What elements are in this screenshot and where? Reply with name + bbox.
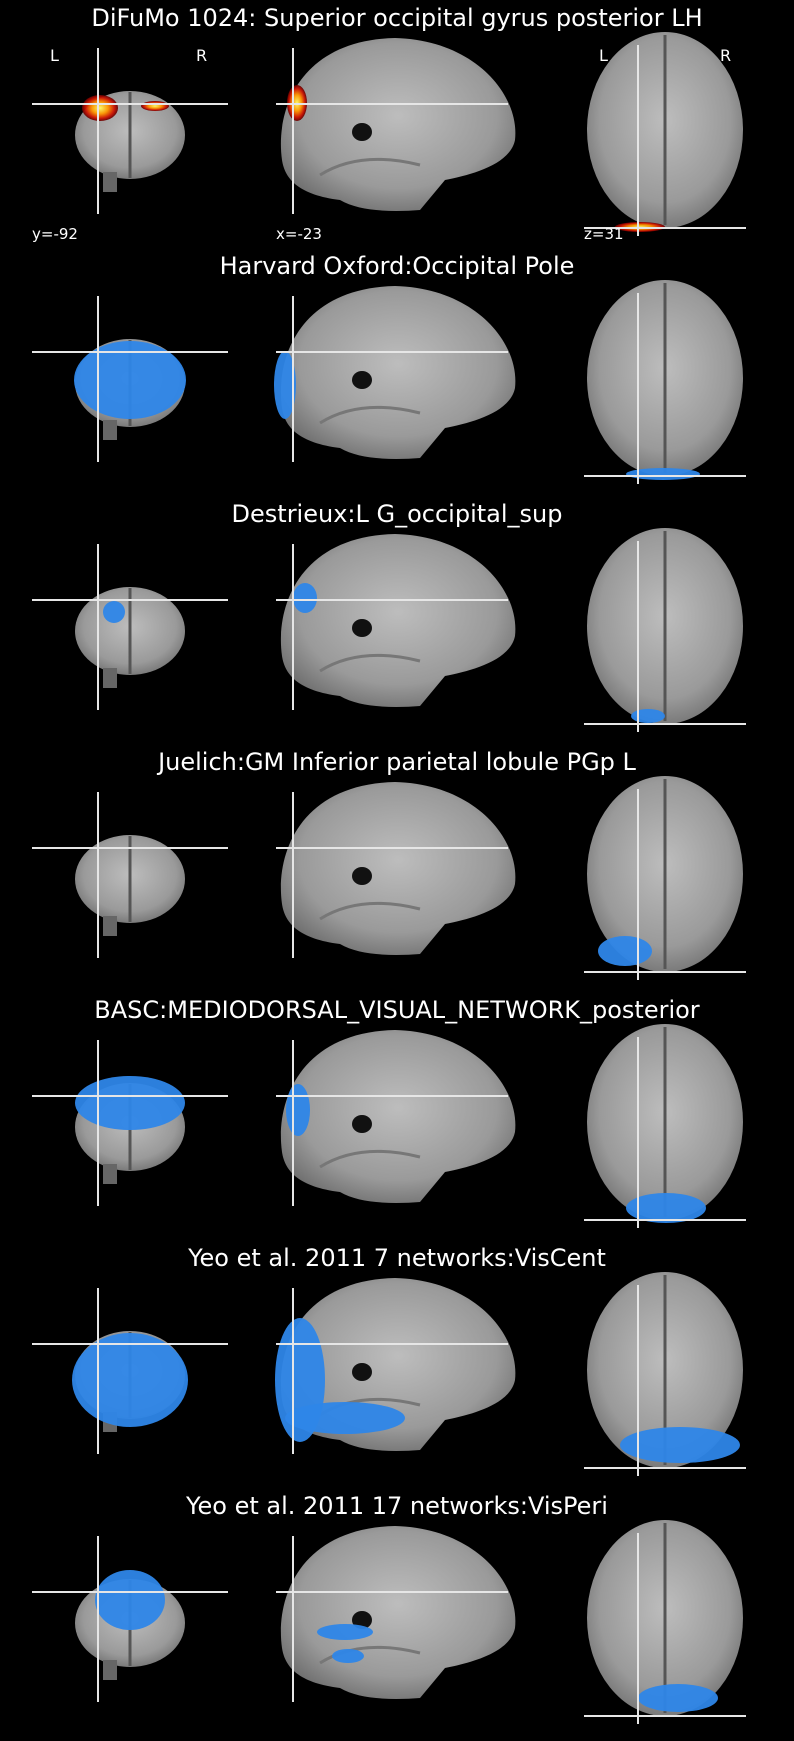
panel-title: Destrieux:L G_occipital_sup: [231, 500, 563, 528]
sagittal-slice: [280, 1030, 516, 1203]
panel-title: Yeo et al. 2011 7 networks:VisCent: [188, 1244, 606, 1272]
sagittal-brain: [280, 1030, 516, 1203]
sagittal-slice: [280, 38, 516, 211]
sagittal-ventricle: [352, 867, 372, 885]
sagittal-ventricle: [352, 123, 372, 141]
sagittal-overlay: [285, 1402, 405, 1434]
sagittal-ventricle: [352, 1115, 372, 1133]
sagittal-overlay: [332, 1649, 364, 1663]
left-orientation-label-axial: L: [599, 46, 608, 65]
panel-title: BASC:MEDIODORSAL_VISUAL_NETWORK_posterio…: [94, 996, 700, 1024]
sagittal-sulcus: [319, 1645, 421, 1665]
axial-overlay: [620, 1427, 740, 1463]
coronal-slice: [75, 835, 185, 936]
axial-slice: [587, 280, 743, 476]
sagittal-ventricle: [352, 371, 372, 389]
sagittal-ventricle: [352, 1611, 372, 1629]
sagittal-brain: [280, 782, 516, 955]
sagittal-overlay: [293, 583, 317, 613]
axial-slice: [587, 776, 743, 972]
sagittal-sulcus: [319, 405, 421, 425]
right-orientation-label-axial: R: [720, 46, 732, 65]
coronal-cerebellum: [103, 916, 117, 936]
sagittal-brain: [280, 1526, 516, 1699]
sagittal-overlay: [274, 351, 296, 419]
sagittal-sulcus: [319, 653, 421, 673]
coronal-cerebellum: [103, 668, 117, 688]
crosshair-group: [32, 293, 746, 484]
axial-coordinate: z=31: [584, 225, 624, 243]
axial-overlay: [626, 1193, 706, 1223]
panel-title: Juelich:GM Inferior parietal lobule PGp …: [158, 748, 636, 776]
sagittal-sulcus: [319, 1149, 421, 1169]
sagittal-brain: [280, 534, 516, 707]
crosshair-group: [32, 1037, 746, 1228]
left-orientation-label: L: [50, 46, 59, 65]
coronal-overlay: [141, 101, 169, 111]
axial-slice: [587, 1024, 743, 1220]
sagittal-overlay: [317, 1624, 373, 1640]
right-orientation-label: R: [196, 46, 208, 65]
coronal-overlay: [74, 341, 186, 419]
sagittal-slice: [280, 286, 516, 459]
axial-overlay: [638, 1684, 718, 1712]
crosshair-group: [32, 1285, 746, 1476]
coronal-cerebellum: [103, 1660, 117, 1680]
coronal-overlay: [72, 1333, 188, 1427]
sagittal-overlay: [286, 1084, 310, 1136]
crosshair-group: [32, 789, 746, 980]
coronal-overlay: [75, 1076, 185, 1130]
axial-slice: [587, 1520, 743, 1716]
coronal-overlay: [103, 601, 125, 623]
axial-slice: [587, 528, 743, 724]
axial-slice: [587, 32, 743, 228]
coronal-cerebellum: [103, 172, 117, 192]
crosshair-group: [32, 541, 746, 732]
coronal-slice: [75, 587, 185, 688]
sagittal-slice: [280, 534, 516, 707]
coronal-overlay: [82, 95, 118, 121]
coronal-overlay: [95, 1570, 165, 1630]
panel-title: Harvard Oxford:Occipital Pole: [219, 252, 575, 280]
sagittal-brain: [280, 38, 516, 211]
coronal-coordinate: y=-92: [32, 225, 78, 243]
axial-overlay: [631, 709, 665, 723]
crosshair-group: [32, 1533, 746, 1724]
sagittal-coordinate: x=-23: [276, 225, 322, 243]
sagittal-slice: [280, 1526, 516, 1699]
coronal-cerebellum: [103, 420, 117, 440]
sagittal-sulcus: [319, 901, 421, 921]
coronal-cerebellum: [103, 1164, 117, 1184]
sagittal-ventricle: [352, 619, 372, 637]
sagittal-ventricle: [352, 1363, 372, 1381]
panel-title: DiFuMo 1024: Superior occipital gyrus po…: [91, 4, 703, 32]
panel-title: Yeo et al. 2011 17 networks:VisPeri: [186, 1492, 608, 1520]
axial-overlay: [598, 936, 652, 966]
sagittal-sulcus: [319, 157, 421, 177]
sagittal-brain: [280, 286, 516, 459]
sagittal-slice: [280, 782, 516, 955]
crosshair-group: [32, 45, 746, 236]
